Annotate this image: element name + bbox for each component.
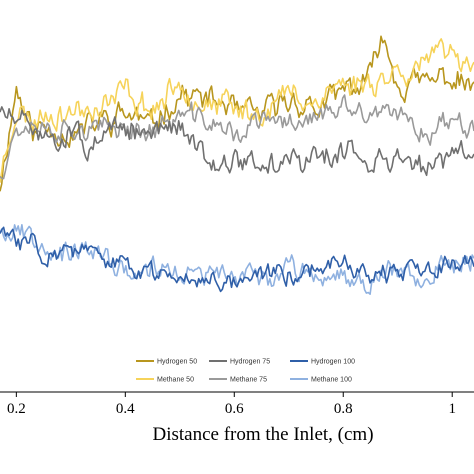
- series-layer: [0, 35, 474, 296]
- series-line-methane-100: [0, 224, 474, 296]
- series-line-hydrogen-75: [0, 106, 474, 177]
- series-line-hydrogen-100: [0, 226, 474, 293]
- legend-label: Methane 75: [230, 377, 267, 384]
- legend-label: Methane 50: [157, 377, 194, 384]
- legend-item-methane-50: Methane 50: [136, 377, 194, 384]
- legend-label: Hydrogen 50: [157, 359, 197, 366]
- legend-item-methane-75: Methane 75: [209, 377, 267, 384]
- x-axis: 0.2 0.4 0.6 0.8 1: [0, 391, 474, 417]
- legend-label: Hydrogen 75: [230, 359, 270, 366]
- x-tick-label: 0.8: [334, 401, 353, 417]
- x-tick-label: 1: [448, 401, 456, 417]
- x-axis-title: Distance from the Inlet, (cm): [152, 424, 373, 445]
- legend-item-hydrogen-50: Hydrogen 50: [136, 359, 197, 366]
- x-tick-label: 0.4: [116, 401, 135, 417]
- legend-label: Hydrogen 100: [311, 359, 355, 366]
- x-tick-label: 0.6: [225, 401, 244, 417]
- legend-item-hydrogen-75: Hydrogen 75: [209, 359, 270, 366]
- legend-item-hydrogen-100: Hydrogen 100: [290, 359, 355, 366]
- legend-item-methane-100: Methane 100: [290, 377, 352, 384]
- legend-label: Methane 100: [311, 377, 352, 384]
- legend: Hydrogen 50 Hydrogen 75 Hydrogen 100 Methan…: [136, 359, 355, 384]
- x-tick-label: 0.2: [7, 401, 26, 417]
- series-line-methane-50: [0, 38, 474, 183]
